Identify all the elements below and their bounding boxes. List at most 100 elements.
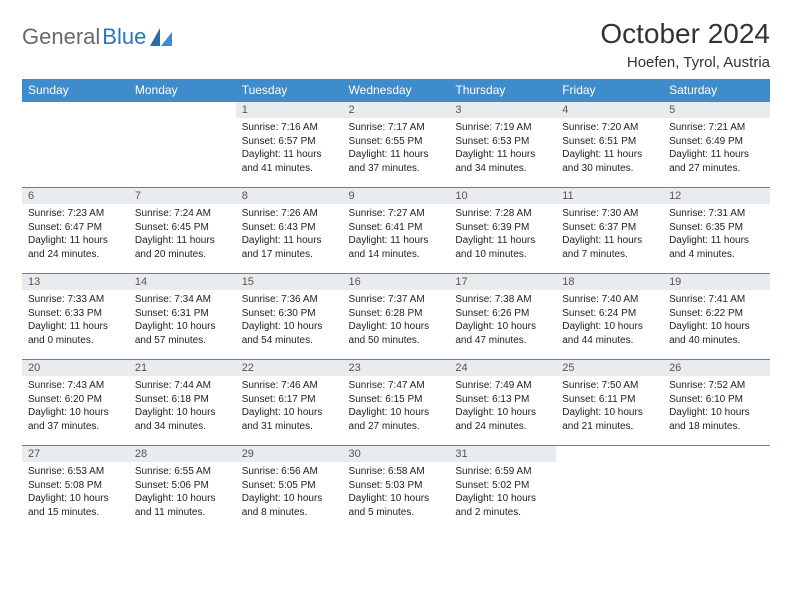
day-detail-line: Sunrise: 7:52 AM bbox=[669, 379, 764, 393]
day-detail-line: Sunset: 6:26 PM bbox=[455, 307, 550, 321]
day-detail-line: and 18 minutes. bbox=[669, 420, 764, 434]
day-detail-line: and 54 minutes. bbox=[242, 334, 337, 348]
day-detail-line: Daylight: 11 hours bbox=[562, 234, 657, 248]
day-detail-line: Sunset: 6:43 PM bbox=[242, 221, 337, 235]
calendar-day-cell: 24Sunrise: 7:49 AMSunset: 6:13 PMDayligh… bbox=[449, 360, 556, 446]
day-detail-line: and 17 minutes. bbox=[242, 248, 337, 262]
day-detail-line: Sunrise: 7:46 AM bbox=[242, 379, 337, 393]
day-detail-line: Daylight: 11 hours bbox=[562, 148, 657, 162]
day-detail-line: Sunset: 5:02 PM bbox=[455, 479, 550, 493]
calendar-week-row: 13Sunrise: 7:33 AMSunset: 6:33 PMDayligh… bbox=[22, 274, 770, 360]
day-detail-line: and 30 minutes. bbox=[562, 162, 657, 176]
day-number: 11 bbox=[556, 188, 663, 204]
day-details: Sunrise: 6:55 AMSunset: 5:06 PMDaylight:… bbox=[129, 462, 236, 523]
day-details: Sunrise: 6:56 AMSunset: 5:05 PMDaylight:… bbox=[236, 462, 343, 523]
day-detail-line: and 10 minutes. bbox=[455, 248, 550, 262]
day-detail-line: Sunset: 6:15 PM bbox=[349, 393, 444, 407]
calendar-day-cell: 4Sunrise: 7:20 AMSunset: 6:51 PMDaylight… bbox=[556, 102, 663, 188]
day-detail-line: Sunset: 6:53 PM bbox=[455, 135, 550, 149]
day-detail-line: and 14 minutes. bbox=[349, 248, 444, 262]
day-number: 1 bbox=[236, 102, 343, 118]
day-detail-line: Daylight: 11 hours bbox=[28, 234, 123, 248]
day-details: Sunrise: 7:28 AMSunset: 6:39 PMDaylight:… bbox=[449, 204, 556, 265]
day-detail-line: Sunrise: 7:21 AM bbox=[669, 121, 764, 135]
day-number: 27 bbox=[22, 446, 129, 462]
day-detail-line: and 31 minutes. bbox=[242, 420, 337, 434]
day-number: 10 bbox=[449, 188, 556, 204]
weekday-header-row: Sunday Monday Tuesday Wednesday Thursday… bbox=[22, 79, 770, 102]
day-detail-line: Daylight: 10 hours bbox=[135, 406, 230, 420]
day-number: 29 bbox=[236, 446, 343, 462]
calendar-day-cell: 23Sunrise: 7:47 AMSunset: 6:15 PMDayligh… bbox=[343, 360, 450, 446]
header: GeneralBlue October 2024 Hoefen, Tyrol, … bbox=[22, 18, 770, 71]
day-detail-line: Sunset: 6:35 PM bbox=[669, 221, 764, 235]
day-detail-line: Sunrise: 7:37 AM bbox=[349, 293, 444, 307]
day-number: 25 bbox=[556, 360, 663, 376]
day-detail-line: Sunrise: 6:58 AM bbox=[349, 465, 444, 479]
day-details: Sunrise: 7:49 AMSunset: 6:13 PMDaylight:… bbox=[449, 376, 556, 437]
calendar-week-row: 1Sunrise: 7:16 AMSunset: 6:57 PMDaylight… bbox=[22, 102, 770, 188]
day-detail-line: and 40 minutes. bbox=[669, 334, 764, 348]
day-number: 2 bbox=[343, 102, 450, 118]
calendar-day-cell: 28Sunrise: 6:55 AMSunset: 5:06 PMDayligh… bbox=[129, 446, 236, 532]
day-details: Sunrise: 7:17 AMSunset: 6:55 PMDaylight:… bbox=[343, 118, 450, 179]
calendar-day-cell bbox=[556, 446, 663, 532]
day-detail-line: and 34 minutes. bbox=[455, 162, 550, 176]
day-number: 19 bbox=[663, 274, 770, 290]
calendar-table: Sunday Monday Tuesday Wednesday Thursday… bbox=[22, 79, 770, 532]
day-detail-line: Sunrise: 7:24 AM bbox=[135, 207, 230, 221]
day-detail-line: Sunset: 5:03 PM bbox=[349, 479, 444, 493]
calendar-day-cell: 1Sunrise: 7:16 AMSunset: 6:57 PMDaylight… bbox=[236, 102, 343, 188]
day-detail-line: Daylight: 10 hours bbox=[135, 492, 230, 506]
day-detail-line: and 27 minutes. bbox=[669, 162, 764, 176]
day-details: Sunrise: 7:52 AMSunset: 6:10 PMDaylight:… bbox=[663, 376, 770, 437]
day-detail-line: Daylight: 10 hours bbox=[562, 320, 657, 334]
weekday-header: Sunday bbox=[22, 79, 129, 102]
day-details: Sunrise: 7:34 AMSunset: 6:31 PMDaylight:… bbox=[129, 290, 236, 351]
day-detail-line: and 15 minutes. bbox=[28, 506, 123, 520]
calendar-day-cell: 6Sunrise: 7:23 AMSunset: 6:47 PMDaylight… bbox=[22, 188, 129, 274]
day-detail-line: Daylight: 11 hours bbox=[669, 148, 764, 162]
day-detail-line: Daylight: 11 hours bbox=[28, 320, 123, 334]
day-number: 31 bbox=[449, 446, 556, 462]
calendar-day-cell: 11Sunrise: 7:30 AMSunset: 6:37 PMDayligh… bbox=[556, 188, 663, 274]
day-details: Sunrise: 7:40 AMSunset: 6:24 PMDaylight:… bbox=[556, 290, 663, 351]
day-detail-line: Sunset: 6:11 PM bbox=[562, 393, 657, 407]
day-detail-line: Daylight: 10 hours bbox=[455, 492, 550, 506]
calendar-day-cell: 5Sunrise: 7:21 AMSunset: 6:49 PMDaylight… bbox=[663, 102, 770, 188]
day-detail-line: Sunset: 6:20 PM bbox=[28, 393, 123, 407]
calendar-day-cell: 16Sunrise: 7:37 AMSunset: 6:28 PMDayligh… bbox=[343, 274, 450, 360]
day-detail-line: Daylight: 10 hours bbox=[669, 406, 764, 420]
day-number: 21 bbox=[129, 360, 236, 376]
day-number: 30 bbox=[343, 446, 450, 462]
day-detail-line: Daylight: 10 hours bbox=[349, 320, 444, 334]
calendar-day-cell: 21Sunrise: 7:44 AMSunset: 6:18 PMDayligh… bbox=[129, 360, 236, 446]
day-detail-line: Sunset: 5:05 PM bbox=[242, 479, 337, 493]
calendar-day-cell: 14Sunrise: 7:34 AMSunset: 6:31 PMDayligh… bbox=[129, 274, 236, 360]
day-number: 12 bbox=[663, 188, 770, 204]
day-details: Sunrise: 6:53 AMSunset: 5:08 PMDaylight:… bbox=[22, 462, 129, 523]
day-detail-line: Sunrise: 7:41 AM bbox=[669, 293, 764, 307]
day-detail-line: Sunrise: 7:30 AM bbox=[562, 207, 657, 221]
calendar-day-cell: 12Sunrise: 7:31 AMSunset: 6:35 PMDayligh… bbox=[663, 188, 770, 274]
day-detail-line: and 11 minutes. bbox=[135, 506, 230, 520]
weekday-header: Tuesday bbox=[236, 79, 343, 102]
day-details: Sunrise: 7:38 AMSunset: 6:26 PMDaylight:… bbox=[449, 290, 556, 351]
day-detail-line: Sunset: 6:30 PM bbox=[242, 307, 337, 321]
day-number: 16 bbox=[343, 274, 450, 290]
day-details: Sunrise: 7:36 AMSunset: 6:30 PMDaylight:… bbox=[236, 290, 343, 351]
calendar-day-cell: 2Sunrise: 7:17 AMSunset: 6:55 PMDaylight… bbox=[343, 102, 450, 188]
day-details: Sunrise: 7:21 AMSunset: 6:49 PMDaylight:… bbox=[663, 118, 770, 179]
day-detail-line: Daylight: 11 hours bbox=[455, 148, 550, 162]
day-detail-line: Sunrise: 7:36 AM bbox=[242, 293, 337, 307]
day-detail-line: Sunset: 6:33 PM bbox=[28, 307, 123, 321]
weekday-header: Friday bbox=[556, 79, 663, 102]
day-number: 9 bbox=[343, 188, 450, 204]
day-number: 15 bbox=[236, 274, 343, 290]
day-detail-line: and 27 minutes. bbox=[349, 420, 444, 434]
day-detail-line: Sunset: 6:22 PM bbox=[669, 307, 764, 321]
weekday-header: Saturday bbox=[663, 79, 770, 102]
day-detail-line: and 2 minutes. bbox=[455, 506, 550, 520]
day-detail-line: Daylight: 11 hours bbox=[349, 234, 444, 248]
calendar-day-cell bbox=[663, 446, 770, 532]
